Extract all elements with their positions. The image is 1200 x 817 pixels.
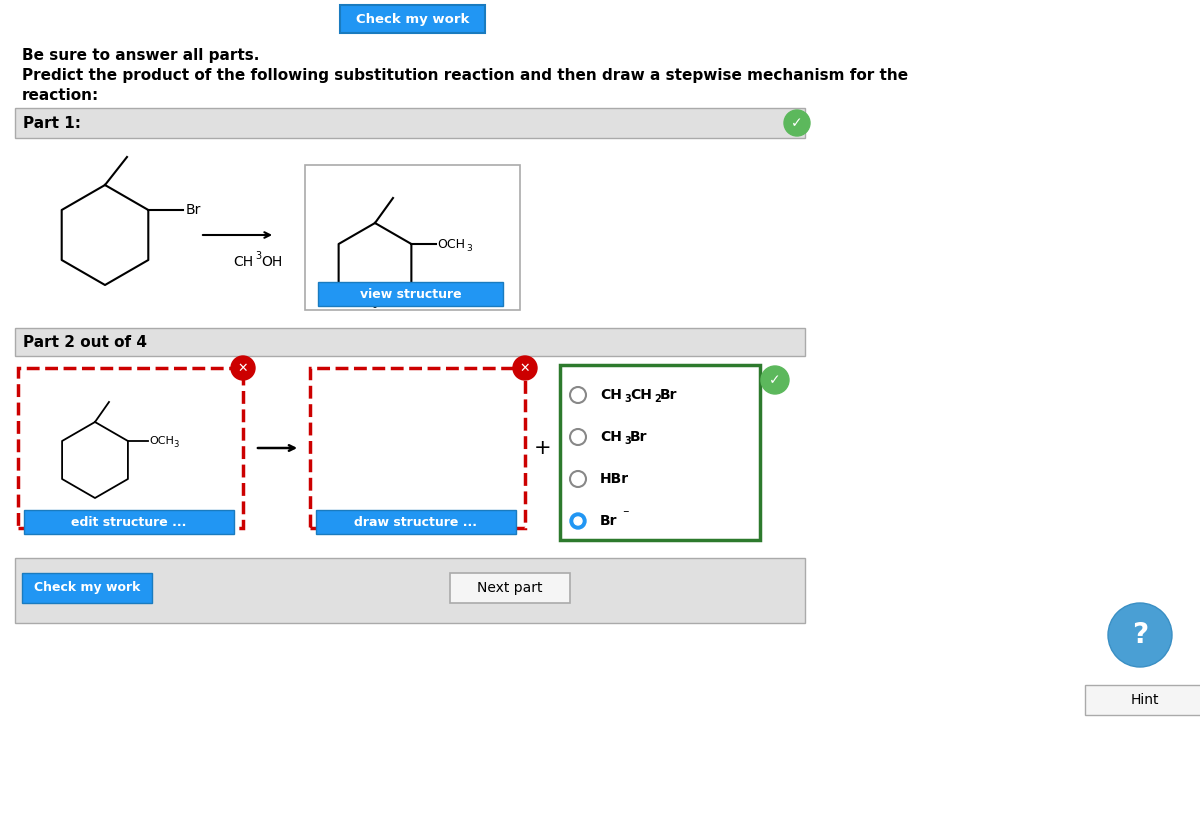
- Text: ✓: ✓: [791, 116, 803, 130]
- Text: 3: 3: [624, 394, 631, 404]
- Text: CH: CH: [233, 255, 253, 269]
- Bar: [316, 510, 516, 534]
- Text: 3: 3: [467, 243, 472, 252]
- Circle shape: [570, 429, 586, 445]
- Text: ⁻: ⁻: [622, 508, 629, 521]
- Text: reaction:: reaction:: [22, 88, 100, 103]
- Bar: [14, 558, 805, 623]
- Text: Br: Br: [630, 430, 648, 444]
- Circle shape: [230, 356, 256, 380]
- Circle shape: [574, 517, 582, 525]
- Text: OH: OH: [262, 255, 282, 269]
- Text: edit structure ...: edit structure ...: [71, 516, 187, 529]
- Circle shape: [514, 356, 538, 380]
- Circle shape: [570, 471, 586, 487]
- Text: ?: ?: [1132, 621, 1148, 649]
- Bar: [22, 573, 152, 603]
- Text: 2: 2: [654, 394, 661, 404]
- Text: Hint: Hint: [1130, 693, 1159, 707]
- Text: ✕: ✕: [520, 361, 530, 374]
- Text: OCH: OCH: [437, 238, 466, 251]
- Text: CH: CH: [630, 388, 652, 402]
- Text: Predict the product of the following substitution reaction and then draw a stepw: Predict the product of the following sub…: [22, 68, 908, 83]
- Text: Br: Br: [600, 514, 618, 528]
- Text: Part 2 out of 4: Part 2 out of 4: [23, 334, 148, 350]
- Text: Be sure to answer all parts.: Be sure to answer all parts.: [22, 48, 259, 63]
- Bar: [450, 573, 570, 603]
- Bar: [1085, 685, 1200, 715]
- Text: ✓: ✓: [769, 373, 781, 387]
- Text: CH: CH: [600, 430, 622, 444]
- Text: view structure: view structure: [360, 288, 461, 301]
- Bar: [340, 5, 485, 33]
- Text: CH: CH: [600, 388, 622, 402]
- Bar: [310, 368, 526, 528]
- Circle shape: [570, 387, 586, 403]
- Bar: [14, 328, 805, 356]
- Circle shape: [761, 366, 790, 394]
- Bar: [560, 365, 760, 540]
- Bar: [305, 165, 520, 310]
- Text: Check my work: Check my work: [356, 12, 469, 25]
- Text: OCH: OCH: [149, 436, 174, 446]
- Bar: [14, 108, 805, 138]
- Text: Part 1:: Part 1:: [23, 115, 82, 131]
- Bar: [318, 282, 503, 306]
- Text: ✕: ✕: [238, 361, 248, 374]
- Text: draw structure ...: draw structure ...: [354, 516, 478, 529]
- Text: HBr: HBr: [600, 472, 629, 486]
- Text: 3: 3: [256, 251, 262, 261]
- Text: 3: 3: [173, 440, 179, 449]
- Bar: [24, 510, 234, 534]
- Text: Next part: Next part: [478, 581, 542, 595]
- Bar: [18, 368, 242, 528]
- Circle shape: [570, 513, 586, 529]
- Text: +: +: [534, 438, 552, 458]
- Circle shape: [784, 110, 810, 136]
- Text: Br: Br: [185, 203, 200, 217]
- Text: Br: Br: [660, 388, 678, 402]
- Circle shape: [1108, 603, 1172, 667]
- Text: 3: 3: [624, 436, 631, 446]
- Text: Check my work: Check my work: [34, 582, 140, 595]
